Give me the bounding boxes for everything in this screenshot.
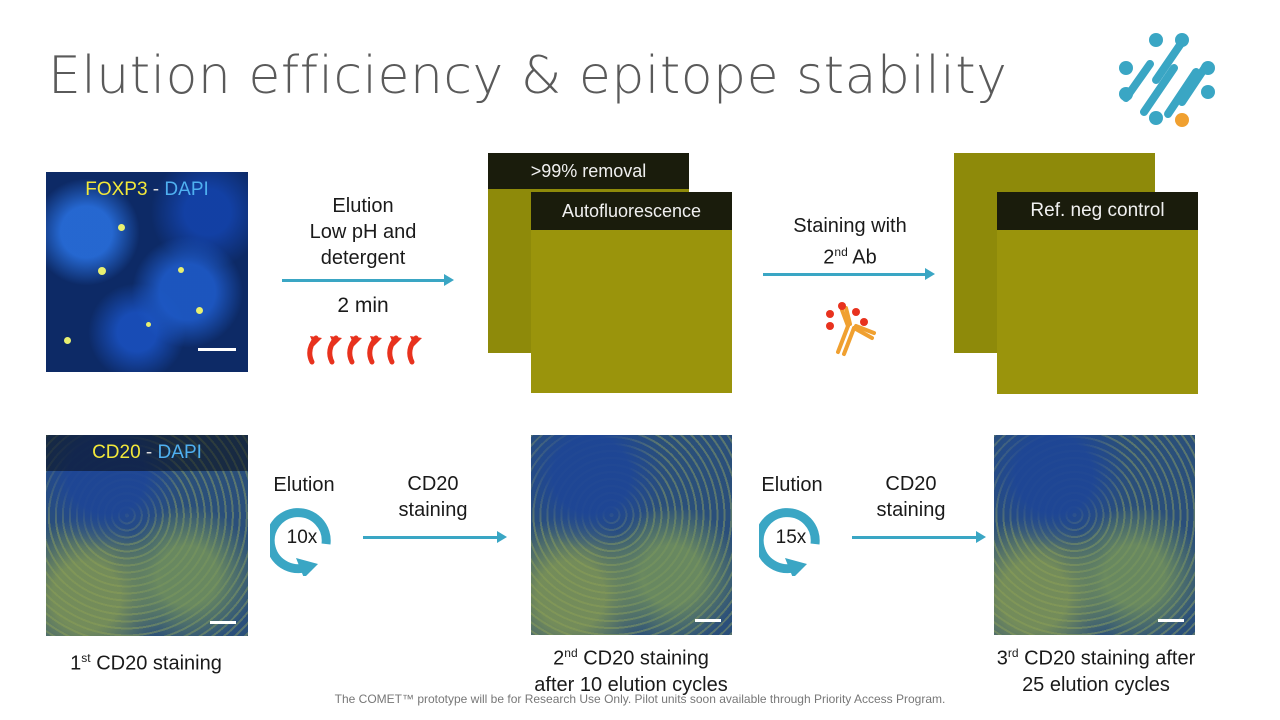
arrow: [763, 268, 935, 280]
elution-time: 2 min: [337, 294, 389, 317]
caption-2: 2nd CD20 staining after 10 elution cycle…: [534, 646, 728, 696]
footnote: The COMET™ prototype will be for Researc…: [334, 692, 946, 706]
elution-step-text: Elution Low pH and detergent: [309, 195, 417, 269]
caption-1: 1st CD20 staining: [70, 651, 222, 675]
autofluorescence-label: Autofluorescence: [531, 192, 732, 230]
image-label: CD20 - DAPI: [46, 435, 248, 471]
foxp3-dapi-image: FOXP3 - DAPI: [46, 172, 248, 372]
staining-step-text: Staining with 2nd Ab: [793, 215, 907, 269]
arrow: [852, 531, 986, 543]
scale-bar: [1158, 619, 1184, 622]
heat-icon: [307, 335, 422, 365]
arrow: [282, 274, 454, 286]
cycle-label-2: Elution: [761, 474, 823, 496]
cycle-icon: 15x: [754, 506, 823, 578]
stain-label-2: CD20 staining: [876, 473, 946, 521]
removal-label: >99% removal: [488, 153, 689, 189]
ref-neg-control-label: Ref. neg control: [997, 192, 1198, 230]
cd20-image-3: [994, 435, 1195, 635]
antibody-icon: [826, 302, 876, 356]
stain-label-1: CD20 staining: [398, 473, 468, 521]
cycle-label-1: Elution: [273, 474, 335, 496]
image-label: FOXP3 - DAPI: [85, 179, 209, 200]
cd20-dapi-image-1: CD20 - DAPI: [46, 435, 248, 636]
caption-3: 3rd CD20 staining after 25 elution cycle…: [996, 646, 1196, 696]
cd20-image-2: [531, 435, 732, 635]
cycle-icon: 10x: [265, 506, 334, 578]
arrow: [363, 531, 507, 543]
page-title: Elution efficiency & epitope stability: [48, 46, 1008, 106]
company-logo: [1119, 33, 1215, 127]
scale-bar: [198, 348, 236, 351]
scale-bar: [210, 621, 236, 624]
scale-bar: [695, 619, 721, 622]
